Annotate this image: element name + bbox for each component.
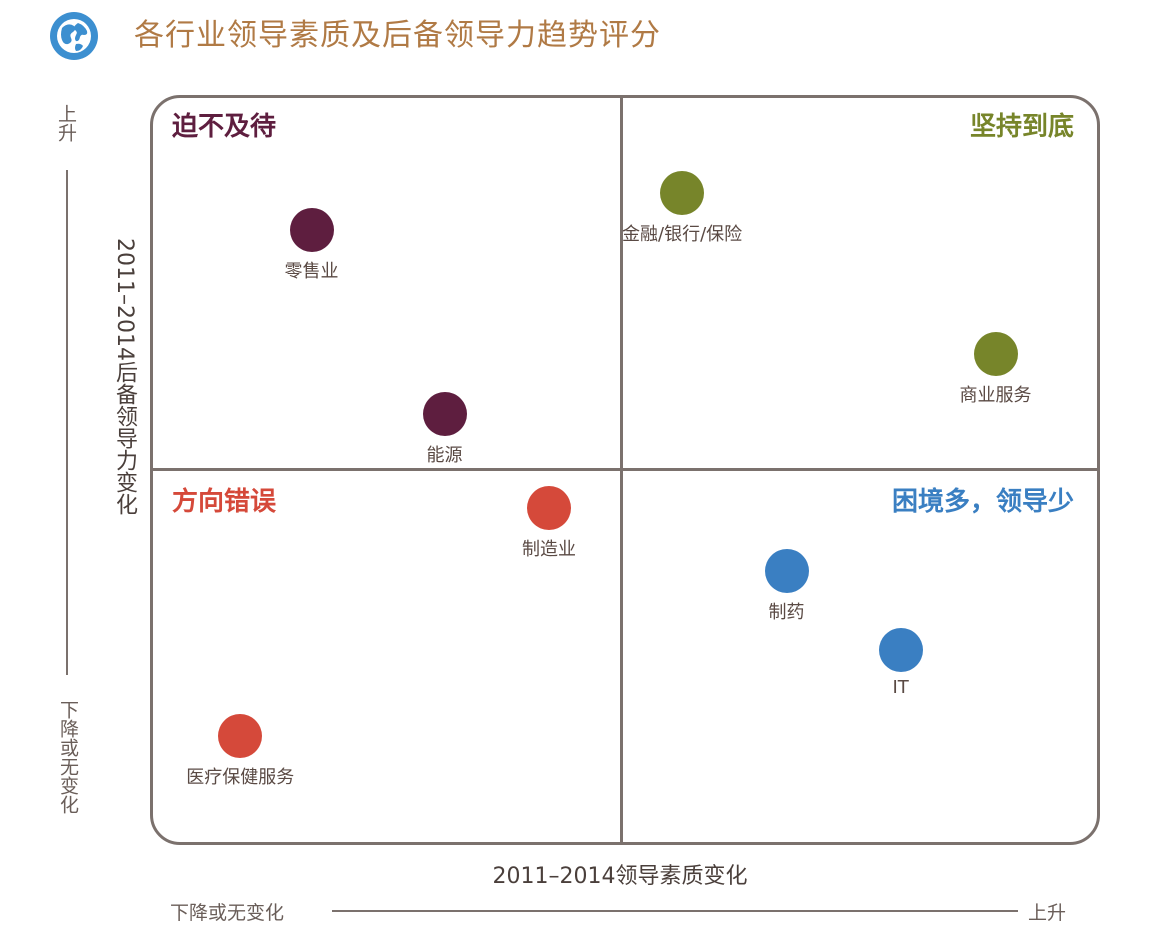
x-axis-rule	[332, 910, 1018, 912]
y-low-label: 下降或无变化	[57, 700, 79, 814]
horizontal-divider	[150, 468, 1100, 471]
quadrant-label-bottom-left: 方向错误	[172, 487, 277, 517]
chart-title: 各行业领导素质及后备领导力趋势评分	[134, 18, 661, 53]
quadrant-label-top-left: 迫不及待	[172, 112, 277, 142]
data-point	[422, 391, 467, 436]
y-high-label: 上升	[55, 104, 77, 142]
data-point-label: 能源	[426, 444, 463, 466]
data-point-label: 制药	[768, 602, 805, 624]
quadrant-label-bottom-right: 困境多，领导少	[891, 487, 1074, 517]
data-point	[973, 331, 1018, 376]
x-high-label: 上升	[1028, 902, 1067, 924]
data-point-label: 零售业	[284, 261, 339, 282]
data-point-label: 医疗保健服务	[186, 767, 295, 789]
y-axis-title: 2011–2014后备领导力变化	[112, 238, 137, 515]
data-point-label: 制造业	[522, 538, 576, 560]
x-axis-title: 2011–2014领导素质变化	[492, 864, 748, 889]
x-low-label: 下降或无变化	[170, 902, 285, 924]
data-point-label: 金融/银行/保险	[622, 223, 743, 245]
data-point	[764, 549, 809, 594]
data-point-label: 商业服务	[959, 384, 1032, 406]
data-point	[878, 628, 923, 672]
y-axis-rule	[66, 170, 68, 675]
data-point	[289, 208, 334, 252]
data-point	[660, 170, 704, 215]
globe-icon	[50, 12, 98, 60]
data-point-label: IT	[892, 677, 909, 698]
data-point	[527, 485, 571, 530]
data-point	[218, 714, 263, 759]
quadrant-label-top-right: 坚持到底	[969, 112, 1074, 142]
